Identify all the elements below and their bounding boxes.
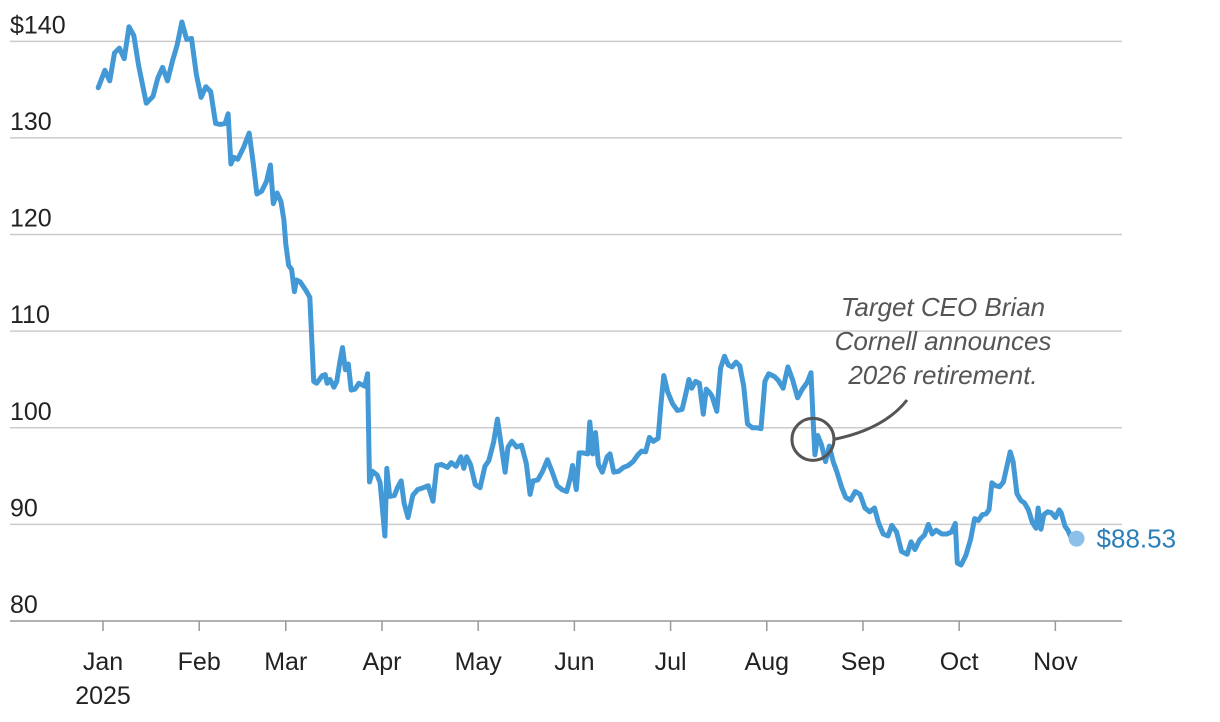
y-tick-label: 110 [10, 301, 50, 329]
y-tick-label: 80 [10, 591, 38, 619]
annotation-line-2: Cornell announces [835, 326, 1052, 356]
x-tick-label: Jan [83, 648, 123, 676]
y-tick-label: 130 [10, 108, 52, 136]
x-tick-label: Nov [1033, 648, 1078, 676]
x-tick-label: Sep [841, 648, 885, 676]
x-tick-label: Feb [178, 648, 221, 676]
gridlines [10, 40, 1122, 526]
annotation-line-3: 2026 retirement. [847, 360, 1037, 390]
x-tick-label: Jul [655, 648, 687, 676]
annotation-text: Target CEO Brian Cornell announces 2026 … [835, 292, 1052, 390]
annotation-line-1: Target CEO Brian [841, 292, 1045, 322]
x-tick-year-label: 2025 [75, 682, 131, 710]
y-tick-label: 100 [10, 398, 52, 426]
y-tick-label: 120 [10, 205, 52, 233]
x-tick-label: Apr [363, 648, 402, 676]
y-tick-label: 90 [10, 494, 38, 522]
x-tick-label: May [455, 648, 503, 676]
y-tick-label: $140 [10, 11, 66, 39]
x-tick-label: Oct [940, 648, 979, 676]
y-axis-tick-labels: $140 130 120 110 100 90 80 [10, 11, 66, 619]
annotation-leader-line [833, 399, 909, 441]
latest-price-point [1068, 530, 1085, 547]
x-tick-label: Aug [745, 648, 789, 676]
x-tick-label: Jun [554, 648, 594, 676]
x-tick-label: Mar [264, 648, 307, 676]
latest-price-label: $88.53 [1097, 524, 1177, 554]
x-axis-ticks: Jan 2025 Feb Mar Apr May Jun Jul Aug Sep Oct Nov [75, 621, 1078, 710]
price-series-line [95, 19, 1079, 568]
